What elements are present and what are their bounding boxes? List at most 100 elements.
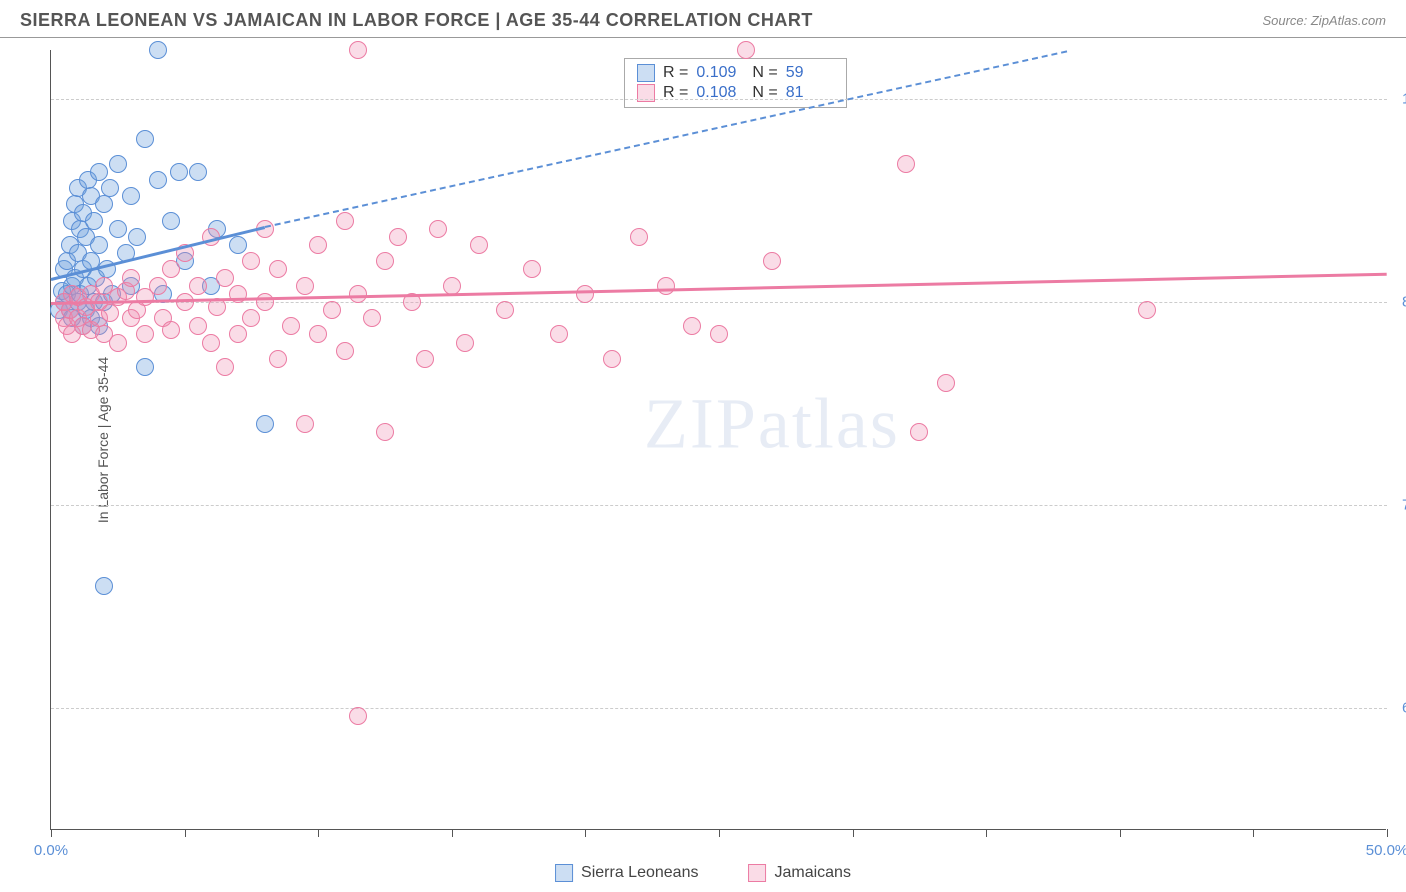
- gridline: [51, 99, 1387, 100]
- data-point: [309, 325, 327, 343]
- data-point: [349, 41, 367, 59]
- y-tick-label: 62.5%: [1392, 700, 1406, 717]
- data-point: [376, 423, 394, 441]
- stats-legend: R =0.109N =59R =0.108N =81: [624, 58, 847, 108]
- data-point: [429, 220, 447, 238]
- data-point: [470, 236, 488, 254]
- legend-swatch: [637, 64, 655, 82]
- data-point: [910, 423, 928, 441]
- data-point: [90, 236, 108, 254]
- data-point: [136, 325, 154, 343]
- stat-n-value: 59: [786, 64, 834, 82]
- x-tick: [986, 829, 987, 837]
- data-point: [897, 155, 915, 173]
- data-point: [389, 228, 407, 246]
- y-tick-label: 87.5%: [1392, 293, 1406, 310]
- data-point: [349, 707, 367, 725]
- data-point: [683, 317, 701, 335]
- chart-source: Source: ZipAtlas.com: [1262, 13, 1386, 28]
- stats-legend-row: R =0.108N =81: [637, 83, 834, 103]
- data-point: [296, 277, 314, 295]
- data-point: [576, 285, 594, 303]
- x-tick: [719, 829, 720, 837]
- x-tick-label: 50.0%: [1366, 842, 1406, 859]
- x-tick: [585, 829, 586, 837]
- data-point: [189, 317, 207, 335]
- data-point: [630, 228, 648, 246]
- data-point: [149, 171, 167, 189]
- data-point: [170, 163, 188, 181]
- data-point: [189, 163, 207, 181]
- data-point: [95, 195, 113, 213]
- x-tick: [1253, 829, 1254, 837]
- gridline: [51, 302, 1387, 303]
- data-point: [162, 260, 180, 278]
- data-point: [128, 228, 146, 246]
- data-point: [657, 277, 675, 295]
- data-point: [269, 260, 287, 278]
- data-point: [109, 155, 127, 173]
- data-point: [90, 163, 108, 181]
- data-point: [349, 285, 367, 303]
- data-point: [122, 187, 140, 205]
- data-point: [101, 304, 119, 322]
- legend-swatch: [555, 864, 573, 882]
- x-tick-label: 0.0%: [34, 842, 68, 859]
- plot-region: ZIPatlas R =0.109N =59R =0.108N =81 62.5…: [50, 50, 1386, 830]
- data-point: [416, 350, 434, 368]
- data-point: [202, 334, 220, 352]
- gridline: [51, 708, 1387, 709]
- watermark: ZIPatlas: [644, 382, 900, 465]
- data-point: [122, 269, 140, 287]
- stat-r-value: 0.109: [696, 64, 744, 82]
- data-point: [101, 179, 119, 197]
- data-point: [216, 358, 234, 376]
- x-tick: [452, 829, 453, 837]
- data-point: [496, 301, 514, 319]
- data-point: [443, 277, 461, 295]
- series-legend: Sierra LeoneansJamaicans: [555, 864, 851, 882]
- data-point: [242, 309, 260, 327]
- data-point: [376, 252, 394, 270]
- chart-title: SIERRA LEONEAN VS JAMAICAN IN LABOR FORC…: [20, 10, 813, 31]
- data-point: [149, 277, 167, 295]
- data-point: [309, 236, 327, 254]
- data-point: [162, 321, 180, 339]
- y-tick-label: 75.0%: [1392, 497, 1406, 514]
- data-point: [149, 41, 167, 59]
- data-point: [282, 317, 300, 335]
- chart-header: SIERRA LEONEAN VS JAMAICAN IN LABOR FORC…: [0, 0, 1406, 38]
- data-point: [256, 415, 274, 433]
- data-point: [95, 577, 113, 595]
- data-point: [136, 130, 154, 148]
- data-point: [136, 358, 154, 376]
- data-point: [336, 342, 354, 360]
- stats-legend-row: R =0.109N =59: [637, 63, 834, 83]
- data-point: [296, 415, 314, 433]
- data-point: [737, 41, 755, 59]
- trend-line: [51, 273, 1387, 305]
- data-point: [269, 350, 287, 368]
- chart-area: In Labor Force | Age 35-44 ZIPatlas R =0…: [50, 50, 1386, 830]
- data-point: [189, 277, 207, 295]
- data-point: [1138, 301, 1156, 319]
- x-tick: [1387, 829, 1388, 837]
- x-tick: [185, 829, 186, 837]
- gridline: [51, 505, 1387, 506]
- x-tick: [1120, 829, 1121, 837]
- data-point: [109, 334, 127, 352]
- data-point: [256, 293, 274, 311]
- data-point: [216, 269, 234, 287]
- data-point: [937, 374, 955, 392]
- data-point: [109, 220, 127, 238]
- data-point: [603, 350, 621, 368]
- data-point: [323, 301, 341, 319]
- y-tick-label: 100.0%: [1392, 90, 1406, 107]
- data-point: [363, 309, 381, 327]
- data-point: [710, 325, 728, 343]
- data-point: [456, 334, 474, 352]
- data-point: [229, 325, 247, 343]
- x-tick: [51, 829, 52, 837]
- legend-label: Jamaicans: [774, 864, 850, 882]
- stat-r-label: R =: [663, 64, 688, 82]
